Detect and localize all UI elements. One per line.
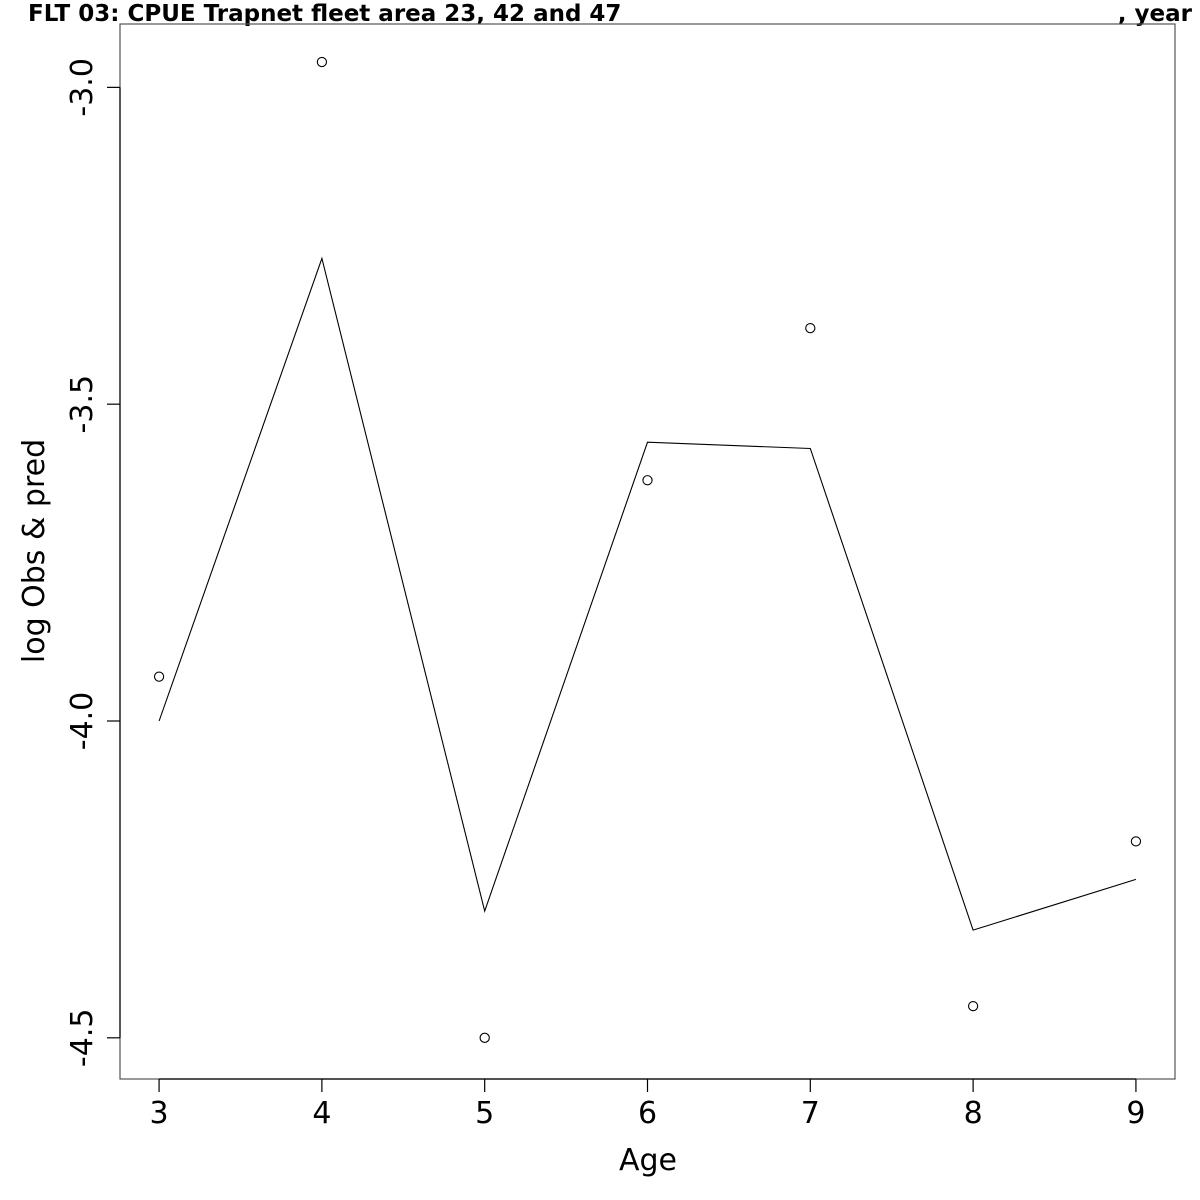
x-tick-label: 6 — [638, 1096, 657, 1131]
y-tick-label: -3.0 — [65, 58, 100, 117]
plot-box — [119, 23, 1176, 1080]
predicted-line — [158, 256, 1137, 931]
observed-point — [1130, 836, 1142, 847]
x-tick-label: 7 — [801, 1096, 820, 1131]
x-tick-label: 4 — [312, 1096, 331, 1131]
x-tick-label: 3 — [150, 1096, 169, 1131]
chart-title-suffix: , year — [1118, 1, 1193, 27]
observed-point — [479, 1032, 490, 1043]
y-tick-label: -3.5 — [65, 375, 100, 434]
y-axis-title: log Obs & pred — [17, 439, 52, 663]
x-axis-title: Age — [619, 1143, 677, 1178]
y-tick-label: -4.5 — [65, 1009, 100, 1068]
chart-title: FLT 03: CPUE Trapnet fleet area 23, 42 a… — [28, 1, 621, 27]
y-tick-label: -4.0 — [65, 692, 100, 751]
x-axis: 3 4 5 6 7 8 9 — [150, 1078, 1145, 1131]
observed-point — [805, 322, 816, 334]
observed-point — [642, 475, 653, 486]
observed-point — [316, 56, 328, 68]
x-tick-label: 8 — [964, 1096, 983, 1131]
observed-point — [967, 1000, 979, 1012]
x-tick-label: 9 — [1126, 1096, 1145, 1131]
x-tick-label: 5 — [475, 1096, 494, 1131]
series-layer — [153, 56, 1142, 1043]
observed-point — [153, 671, 165, 682]
y-axis: -3.0 -3.5 -4.0 -4.5 — [65, 58, 121, 1068]
